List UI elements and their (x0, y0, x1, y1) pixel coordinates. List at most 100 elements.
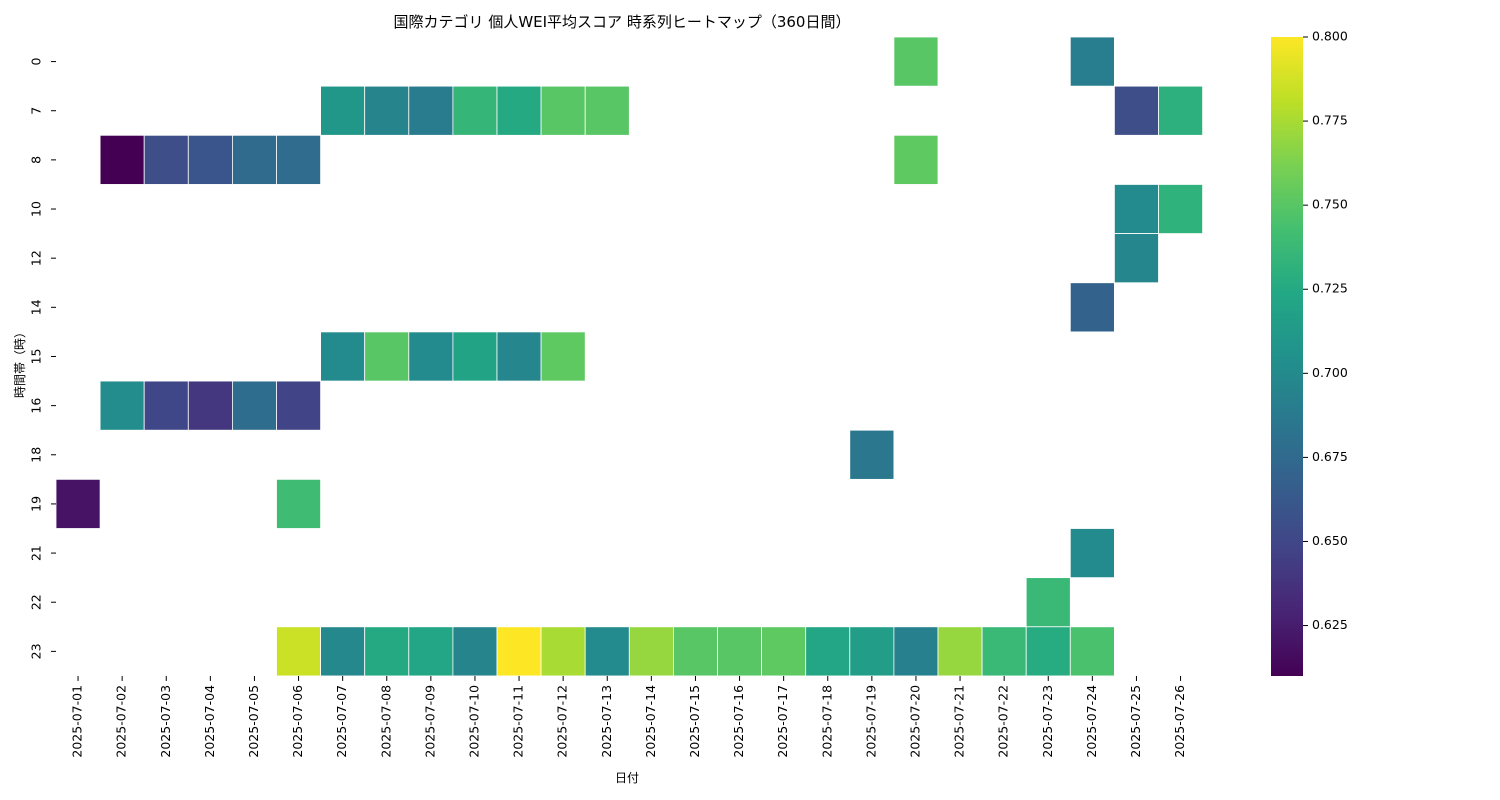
heatmap-cell (1069, 528, 1115, 579)
heatmap-cell (187, 134, 233, 185)
x-tick-label: 2025-07-17 (775, 685, 790, 758)
x-tick-label: 2025-07-02 (114, 685, 129, 758)
heatmap-cell (276, 626, 321, 677)
heatmap-cell (276, 134, 321, 185)
x-tick-label: 2025-07-09 (422, 685, 437, 758)
heatmap-cell (99, 134, 145, 185)
heatmap-cell (893, 36, 939, 87)
x-tick-label: 2025-07-05 (246, 685, 261, 758)
colorbar-tick-label: 0.775 (1312, 113, 1348, 128)
x-tick-label: 2025-07-20 (907, 685, 922, 758)
x-tick-label: 2025-07-14 (643, 685, 658, 758)
colorbar-ticks: 0.625 0.650 0.675 0.700 0.725 0.750 0.775 0.800 (1303, 29, 1348, 632)
x-tick-label: 2025-07-15 (687, 685, 702, 758)
y-tick-label: 19 (29, 496, 44, 512)
x-axis-ticks: 2025-07-01 2025-07-02 2025-07-03 2025-07-04… (70, 675, 1187, 758)
heatmap-cell (320, 85, 366, 136)
x-tick-label: 2025-07-21 (952, 685, 967, 758)
heatmap-cell (805, 626, 851, 677)
x-tick-label: 2025-07-16 (731, 685, 746, 758)
heatmap-cell (1114, 85, 1159, 136)
heatmap-cell (452, 626, 498, 677)
heatmap-cell (187, 380, 233, 431)
heatmap-cell (408, 85, 454, 136)
x-tick-label: 2025-07-04 (202, 685, 217, 758)
heatmap-cell (717, 626, 762, 677)
colorbar-tick-label: 0.800 (1312, 29, 1348, 44)
heatmap-cell (893, 134, 939, 185)
colorbar-tick-label: 0.750 (1312, 197, 1348, 212)
heatmap-cell (231, 134, 277, 185)
heatmap-cell (143, 380, 189, 431)
heatmap-cell (981, 626, 1027, 677)
y-tick-label: 23 (29, 643, 44, 659)
colorbar-tick-label: 0.675 (1312, 449, 1348, 464)
x-tick-label: 2025-07-23 (1040, 685, 1055, 758)
heatmap-cell (673, 626, 718, 677)
heatmap-cell (231, 380, 277, 431)
x-tick-label: 2025-07-10 (466, 685, 481, 758)
heatmap-cell (452, 85, 498, 136)
x-tick-label: 2025-07-06 (290, 685, 305, 758)
heatmap-cell (849, 429, 895, 480)
y-tick-label: 16 (29, 398, 44, 414)
heatmap-cell (364, 85, 410, 136)
x-tick-label: 2025-07-12 (555, 685, 570, 758)
y-tick-label: 21 (29, 545, 44, 561)
heatmap-cell (143, 134, 189, 185)
x-tick-label: 2025-07-07 (334, 685, 349, 758)
x-tick-label: 2025-07-11 (511, 685, 526, 758)
colorbar (1271, 37, 1303, 676)
heatmap-cell (584, 626, 630, 677)
y-tick-label: 10 (29, 201, 44, 217)
colorbar-tick-label: 0.725 (1312, 281, 1348, 296)
heatmap-cell (364, 626, 410, 677)
colorbar-tick-label: 0.700 (1312, 365, 1348, 380)
heatmap-cell (408, 626, 454, 677)
heatmap-cell (99, 380, 145, 431)
heatmap-cell (496, 626, 542, 677)
colorbar-tick-label: 0.650 (1312, 533, 1348, 548)
heatmap-cell (55, 478, 101, 529)
heatmap-cell (1069, 282, 1115, 333)
x-axis-label: 日付 (615, 771, 639, 785)
x-tick-label: 2025-07-13 (599, 685, 614, 758)
y-tick-label: 15 (29, 349, 44, 365)
x-tick-label: 2025-07-01 (70, 685, 85, 758)
heatmap-cell (893, 626, 939, 677)
heatmap-cell (628, 626, 674, 677)
heatmap-cell (540, 626, 586, 677)
heatmap-cell (1025, 577, 1071, 628)
heatmap-cell (937, 626, 983, 677)
heatmap-cell (320, 331, 366, 382)
heatmap-cell (408, 331, 454, 382)
heatmap-cell (1114, 233, 1159, 284)
y-tick-label: 12 (29, 250, 44, 266)
x-tick-label: 2025-07-24 (1084, 685, 1099, 758)
heatmap-cells (55, 36, 1203, 677)
heatmap-cell (276, 478, 321, 529)
heatmap-cell (1158, 85, 1203, 136)
heatmap-cell (364, 331, 410, 382)
heatmap-cell (320, 626, 366, 677)
colorbar-tick-label: 0.625 (1312, 617, 1348, 632)
heatmap-cell (540, 331, 586, 382)
x-tick-label: 2025-07-18 (819, 685, 834, 758)
heatmap-cell (496, 85, 542, 136)
y-tick-label: 14 (29, 299, 44, 315)
heatmap-cell (540, 85, 586, 136)
x-tick-label: 2025-07-08 (378, 685, 393, 758)
heatmap-cell (1158, 184, 1203, 234)
y-axis-ticks: 0 7 8 10 12 14 15 16 18 19 21 22 23 (29, 58, 56, 659)
heatmap-cell (1069, 626, 1115, 677)
heatmap-cell (761, 626, 807, 677)
heatmap-cell (1114, 184, 1159, 234)
x-tick-label: 2025-07-25 (1128, 685, 1143, 758)
x-tick-label: 2025-07-22 (996, 685, 1011, 758)
y-tick-label: 7 (29, 107, 44, 115)
y-tick-label: 8 (29, 156, 44, 164)
x-tick-label: 2025-07-26 (1172, 685, 1187, 758)
y-tick-label: 18 (29, 447, 44, 463)
heatmap-cell (849, 626, 895, 677)
